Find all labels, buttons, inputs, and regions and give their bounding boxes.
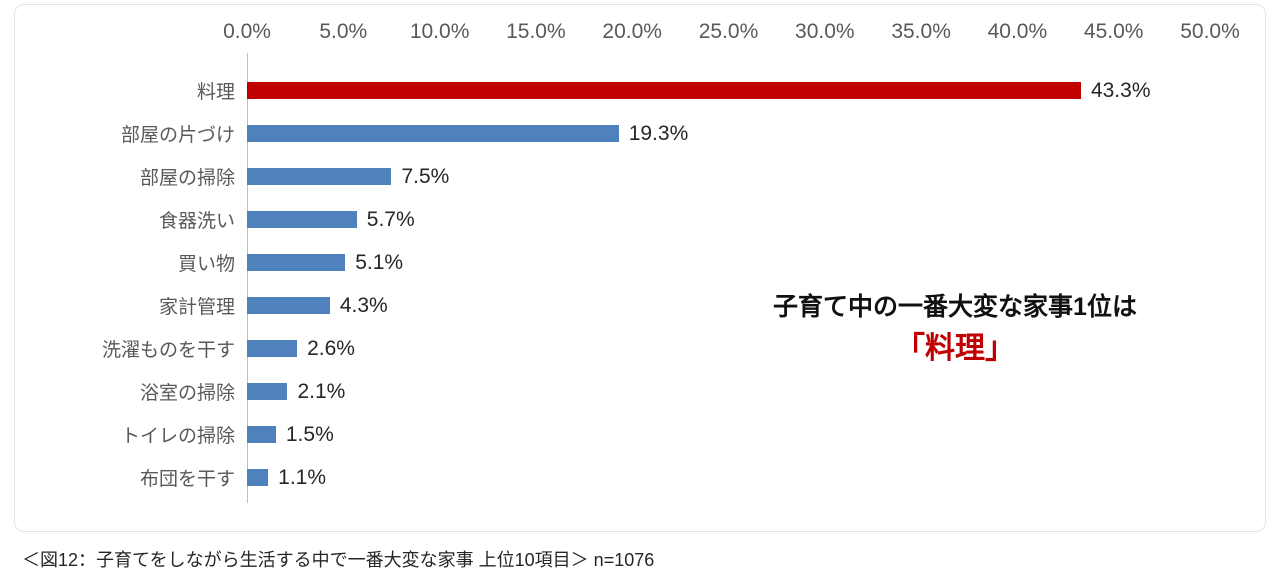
category-label: 料理	[196, 82, 235, 103]
row-plot: 1.5%	[247, 413, 1265, 456]
x-axis-tick: 30.0%	[795, 20, 855, 43]
category-label: 浴室の掃除	[139, 383, 235, 404]
row-plot: 43.3%	[247, 69, 1265, 112]
row-plot: 7.5%	[247, 155, 1265, 198]
chart-row: 部屋の掃除 7.5%	[15, 155, 1265, 198]
bar	[247, 469, 269, 486]
annotation: 子育て中の一番大変な家事1位は 「料理」	[705, 291, 1205, 369]
row-plot: 5.1%	[247, 241, 1265, 284]
row-plot: 2.6%	[247, 327, 1265, 370]
x-axis-tick: 15.0%	[506, 20, 566, 43]
x-axis-tick: 40.0%	[987, 20, 1048, 43]
category-label: 布団を干す	[139, 469, 235, 490]
row-plot: 5.7%	[247, 198, 1265, 241]
chart-row: 洗濯ものを干す 2.6%	[15, 327, 1265, 370]
bar	[247, 340, 298, 357]
category-label: 洗濯ものを干す	[101, 340, 235, 361]
bar-value-label: 7.5%	[401, 164, 450, 188]
row-plot: 1.1%	[247, 456, 1265, 499]
plot-area: 料理 43.3% 部屋の片づけ 19.3% 部屋の掃除 7.5% 食器洗い 5.7% 買い物 5.…	[15, 51, 1265, 503]
chart-row: 料理 43.3%	[15, 69, 1265, 112]
chart-caption: ＜図12：子育てをしながら生活する中で一番大変な家事 上位10項目＞ n=107…	[22, 550, 655, 570]
x-axis: 0.0% 5.0% 10.0% 15.0% 20.0% 25.0% 30.0% 35.0% 40…	[223, 13, 1240, 51]
bar-value-label: 5.7%	[366, 207, 415, 231]
chart-row: 浴室の掃除 2.1%	[15, 370, 1265, 413]
chart-row: 部屋の片づけ 19.3%	[15, 112, 1265, 155]
chart-frame: 0.0% 5.0% 10.0% 15.0% 20.0% 25.0% 30.0% 35.0% 40…	[14, 4, 1266, 532]
category-label: トイレの掃除	[120, 426, 235, 447]
bar-value-label: 2.1%	[297, 379, 346, 403]
bar-value-label: 2.6%	[307, 336, 355, 360]
category-label: 部屋の片づけ	[120, 125, 235, 146]
annotation-line1: 子育て中の一番大変な家事1位は	[773, 293, 1137, 321]
x-axis-row: 0.0% 5.0% 10.0% 15.0% 20.0% 25.0% 30.0% 35.0% 40…	[15, 5, 1265, 51]
bar-value-label: 5.1%	[355, 250, 404, 274]
x-axis-tick: 10.0%	[409, 20, 470, 43]
x-axis-tick: 0.0%	[223, 20, 271, 43]
chart-row: トイレの掃除 1.5%	[15, 413, 1265, 456]
chart-row: 布団を干す 1.1%	[15, 456, 1265, 499]
bar	[247, 297, 330, 314]
axis-spacer	[15, 13, 247, 51]
bar-value-label: 43.3%	[1090, 78, 1151, 102]
row-plot: 19.3%	[247, 112, 1265, 155]
row-plot: 4.3%	[247, 284, 1265, 327]
bar-value-label: 19.3%	[628, 121, 689, 145]
bar	[247, 82, 1081, 99]
bar-value-label: 4.3%	[339, 293, 388, 317]
chart-row: 食器洗い 5.7%	[15, 198, 1265, 241]
chart-row: 買い物 5.1%	[15, 241, 1265, 284]
x-axis-tick: 20.0%	[602, 20, 662, 43]
bar-value-label: 1.1%	[278, 465, 327, 489]
x-axis-tick: 5.0%	[319, 20, 368, 43]
chart-rows: 料理 43.3% 部屋の片づけ 19.3% 部屋の掃除 7.5% 食器洗い 5.7% 買い物 5.…	[15, 69, 1265, 499]
row-plot: 2.1%	[247, 370, 1265, 413]
chart-row: 家計管理 4.3%	[15, 284, 1265, 327]
bar	[247, 383, 288, 400]
x-axis-tick: 25.0%	[698, 20, 759, 43]
bar	[247, 125, 619, 142]
annotation-line2: 「料理」	[895, 331, 1015, 365]
category-label: 買い物	[177, 254, 235, 275]
category-label: 食器洗い	[158, 211, 235, 232]
bar	[247, 254, 346, 271]
category-label: 部屋の掃除	[139, 168, 235, 189]
x-axis-tick: 35.0%	[891, 20, 951, 43]
y-axis-line	[247, 53, 248, 503]
bar-value-label: 1.5%	[285, 422, 334, 446]
bar	[247, 211, 357, 228]
bar	[247, 426, 276, 443]
category-label: 家計管理	[158, 297, 235, 318]
x-axis-tick: 50.0%	[1180, 20, 1240, 43]
bar	[247, 168, 392, 185]
x-axis-tick: 45.0%	[1083, 20, 1144, 43]
